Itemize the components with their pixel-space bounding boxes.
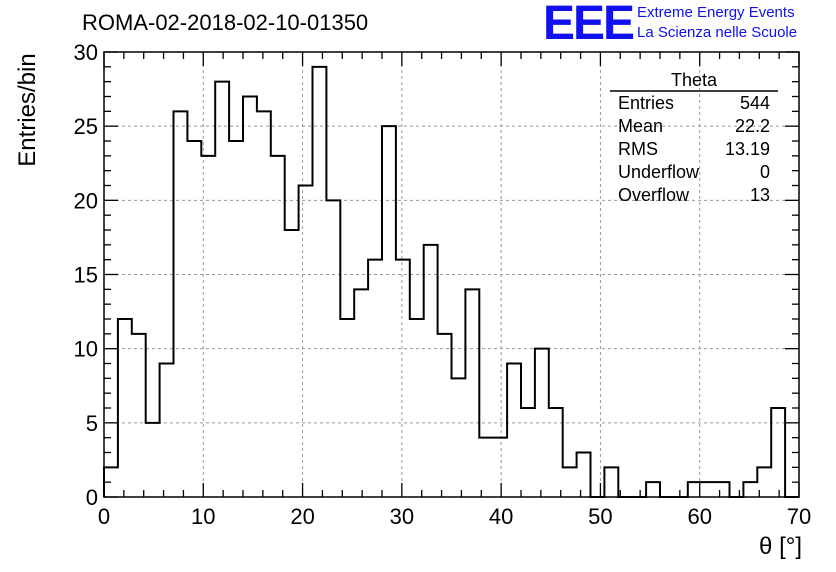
stats-value-mean: 22.2 [734, 116, 770, 136]
histogram-bin [187, 141, 201, 497]
x-tick-label: 70 [787, 504, 811, 529]
histogram-bin [382, 126, 396, 497]
histogram-bin [146, 423, 160, 497]
stats-label-rms: RMS [618, 139, 658, 159]
logo-line-1: Extreme Energy Events [637, 4, 795, 21]
histogram-bin [396, 260, 410, 497]
histogram-bin [299, 186, 313, 498]
histogram-bin [563, 467, 577, 497]
histogram-bin [285, 230, 299, 497]
histogram-bin [271, 156, 285, 497]
histogram-bin [313, 67, 327, 497]
y-tick-label: 5 [86, 411, 98, 436]
stats-label-overflow: Overflow [618, 185, 690, 205]
x-tick-label: 20 [290, 504, 314, 529]
histogram-bin [229, 141, 243, 497]
histogram-bin [507, 364, 521, 498]
stats-box-title: Theta [670, 70, 718, 90]
histogram-bin [160, 364, 174, 498]
histogram-bin [465, 289, 479, 497]
histogram-bin [174, 111, 188, 497]
histogram-bin [716, 482, 730, 497]
stats-label-mean: Mean [618, 116, 664, 136]
eee-logo: EEE [543, 0, 635, 50]
stats-value-rms: 13.19 [724, 139, 770, 159]
histogram-bin [549, 408, 563, 497]
histogram-bin [132, 334, 146, 497]
x-tick-label: 10 [191, 504, 215, 529]
logo-line-2: La Scienza nelle Scuole [637, 24, 798, 41]
histogram-bin [215, 82, 229, 497]
histogram-bin [521, 408, 535, 497]
chart-title: ROMA-02-2018-02-10-01350 [82, 10, 369, 35]
histogram-bin [354, 289, 368, 497]
histogram-bin [257, 111, 271, 497]
stats-value-entries: 544 [739, 93, 770, 113]
histogram-bin [479, 438, 493, 497]
y-tick-label: 30 [74, 40, 98, 65]
histogram-bin [368, 260, 382, 497]
histogram-bin [452, 378, 466, 497]
histogram-bin [535, 349, 549, 497]
histogram-bin [604, 467, 618, 497]
histogram-bin [577, 453, 591, 498]
histogram-bin [243, 97, 257, 498]
y-tick-label: 20 [74, 188, 98, 213]
x-axis-label: θ [°] [759, 533, 802, 560]
histogram-bin [340, 319, 354, 497]
histogram-bin [118, 319, 132, 497]
histogram-bin [201, 156, 215, 497]
stats-label-entries: Entries [618, 93, 675, 113]
x-tick-label: 0 [98, 504, 110, 529]
histogram-bin [646, 482, 660, 497]
histogram-bin [771, 408, 785, 497]
stats-value-overflow: 13 [749, 185, 770, 205]
histogram-bin [424, 245, 438, 497]
y-tick-label: 10 [74, 337, 98, 362]
stats-label-underflow: Underflow [618, 162, 700, 182]
y-tick-label: 0 [86, 485, 98, 510]
histogram-bin [410, 319, 424, 497]
x-tick-label: 30 [390, 504, 414, 529]
x-tick-label: 40 [489, 504, 513, 529]
histogram-bin [326, 200, 340, 497]
histogram-bin [743, 482, 757, 497]
x-tick-label: 50 [588, 504, 612, 529]
histogram-bin [438, 334, 452, 497]
y-tick-label: 25 [74, 114, 98, 139]
stats-value-underflow: 0 [759, 162, 770, 182]
histogram-bin [493, 438, 507, 497]
y-tick-label: 15 [74, 263, 98, 288]
histogram-bin [702, 482, 716, 497]
x-tick-label: 60 [687, 504, 711, 529]
